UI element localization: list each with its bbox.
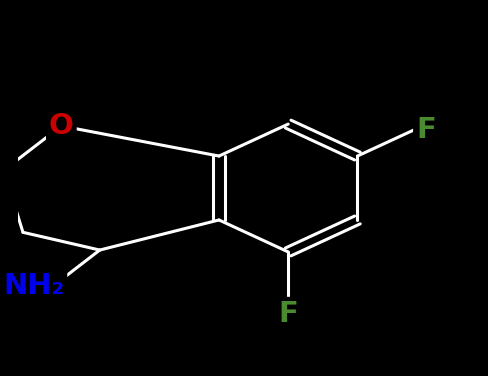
Text: F: F bbox=[416, 116, 436, 144]
Text: O: O bbox=[49, 112, 74, 140]
Text: F: F bbox=[278, 300, 298, 328]
Text: NH₂: NH₂ bbox=[3, 272, 64, 300]
